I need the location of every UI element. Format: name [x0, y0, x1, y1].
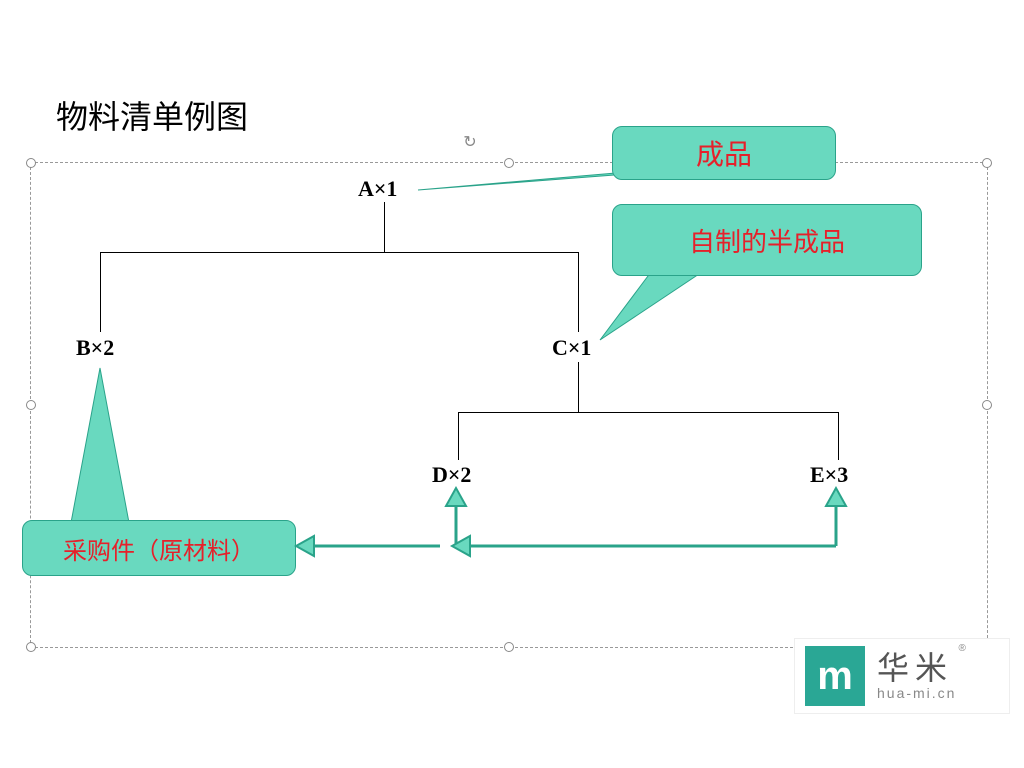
- logo-text: 华米 hua-mi.cn: [877, 651, 956, 702]
- logo-registered-icon: ®: [958, 643, 965, 654]
- node-e: E×3: [810, 462, 848, 488]
- handle-e[interactable]: [982, 400, 992, 410]
- tree-line: [578, 252, 579, 332]
- logo: m 华米 hua-mi.cn ®: [794, 638, 1010, 714]
- tree-line: [458, 412, 459, 460]
- callout-label: 采购件（原材料）: [63, 531, 255, 566]
- handle-s[interactable]: [504, 642, 514, 652]
- handle-nw[interactable]: [26, 158, 36, 168]
- tree-line: [578, 362, 579, 412]
- node-d: D×2: [432, 462, 471, 488]
- callout-semifinished: 自制的半成品: [612, 204, 922, 276]
- callout-finished: 成品: [612, 126, 836, 180]
- tree-line: [100, 252, 101, 332]
- callout-purchased: 采购件（原材料）: [22, 520, 296, 576]
- node-a: A×1: [358, 176, 397, 202]
- handle-w[interactable]: [26, 400, 36, 410]
- tree-line: [100, 252, 578, 253]
- node-b: B×2: [76, 335, 114, 361]
- callout-label: 成品: [696, 133, 752, 173]
- tree-line: [384, 202, 385, 252]
- logo-letter: m: [817, 654, 853, 699]
- handle-ne[interactable]: [982, 158, 992, 168]
- rotate-handle-icon[interactable]: ↻: [463, 132, 476, 152]
- callout-label: 自制的半成品: [689, 222, 845, 259]
- page-title: 物料清单例图: [56, 92, 248, 138]
- logo-en: hua-mi.cn: [877, 686, 956, 701]
- tree-line: [458, 412, 838, 413]
- node-c: C×1: [552, 335, 591, 361]
- handle-sw[interactable]: [26, 642, 36, 652]
- tree-line: [838, 412, 839, 460]
- handle-n[interactable]: [504, 158, 514, 168]
- logo-icon: m: [805, 646, 865, 706]
- logo-cn: 华米: [877, 651, 956, 686]
